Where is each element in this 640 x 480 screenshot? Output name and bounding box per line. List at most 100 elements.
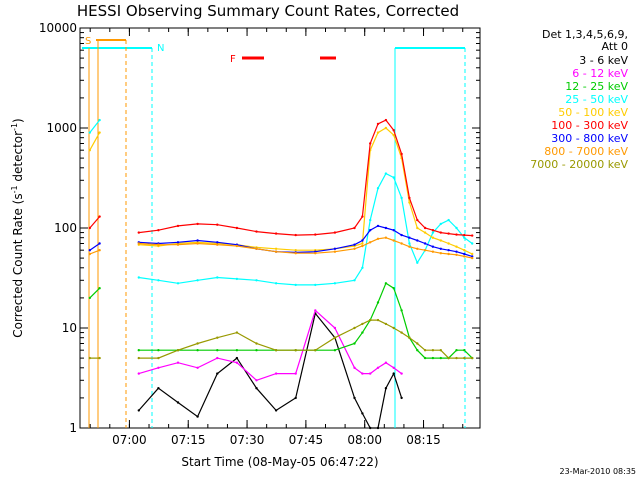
data-point <box>255 230 258 233</box>
data-point <box>88 226 92 230</box>
data-point <box>361 239 364 242</box>
data-point <box>353 279 356 282</box>
data-point <box>235 349 239 352</box>
x-tick-label: 07:00 <box>112 433 147 447</box>
data-point <box>463 233 466 237</box>
data-point <box>235 277 239 281</box>
data-point <box>176 401 180 404</box>
data-point <box>255 342 258 345</box>
data-point <box>88 131 92 134</box>
data-point <box>176 243 180 246</box>
data-point <box>294 233 297 237</box>
data-point <box>137 276 140 279</box>
data-point <box>196 349 199 352</box>
data-point <box>294 372 297 375</box>
data-point <box>400 331 403 334</box>
x-tick-label: 07:30 <box>230 433 265 447</box>
data-point <box>361 215 364 218</box>
data-point <box>314 309 317 312</box>
data-point <box>235 361 239 364</box>
data-point <box>471 255 474 258</box>
data-point <box>235 356 239 360</box>
data-point <box>376 122 380 126</box>
data-point <box>369 142 372 145</box>
data-point <box>463 255 466 258</box>
legend-entry: 7000 - 20000 keV <box>530 158 628 171</box>
x-tick-label: 08:00 <box>347 433 382 447</box>
data-point <box>137 372 140 375</box>
data-point <box>176 349 180 352</box>
data-point <box>196 239 199 242</box>
data-point <box>137 349 140 352</box>
data-point <box>392 372 395 375</box>
data-point <box>400 233 403 237</box>
data-point <box>176 241 180 244</box>
data-point <box>447 356 450 360</box>
data-point <box>255 379 258 382</box>
data-point <box>400 242 403 245</box>
plot-border <box>79 27 481 429</box>
series-800-7000kev <box>88 236 474 260</box>
data-point <box>384 118 388 122</box>
data-point <box>400 309 403 312</box>
data-point <box>439 247 442 250</box>
data-point <box>157 349 160 352</box>
data-point <box>431 250 435 253</box>
data-point <box>176 361 180 364</box>
legend-entry: 300 - 800 keV <box>551 132 628 145</box>
data-point <box>455 253 458 256</box>
data-point <box>157 366 160 369</box>
data-point <box>216 223 219 226</box>
data-point <box>137 356 140 360</box>
data-point <box>353 396 356 400</box>
data-point <box>392 133 395 137</box>
data-point <box>471 252 474 256</box>
data-point <box>408 245 411 248</box>
data-point <box>376 224 380 228</box>
data-point <box>157 387 160 390</box>
data-point <box>88 356 92 360</box>
series-line <box>89 127 473 255</box>
data-point <box>416 342 419 345</box>
data-point <box>353 243 356 246</box>
data-point <box>88 149 92 152</box>
data-point <box>98 249 101 252</box>
data-point <box>416 261 419 264</box>
series-layer <box>88 118 474 430</box>
data-point <box>196 222 199 226</box>
data-point <box>274 409 278 412</box>
data-point <box>447 249 450 252</box>
data-point <box>416 239 419 242</box>
data-point <box>423 349 427 352</box>
data-point <box>353 326 356 330</box>
series-line <box>89 282 473 359</box>
data-point <box>369 229 372 232</box>
series-3-6kev <box>137 312 403 430</box>
data-point <box>423 226 427 230</box>
data-point <box>314 233 317 236</box>
data-point <box>455 233 458 236</box>
data-point <box>294 396 297 400</box>
data-point <box>157 279 160 282</box>
series-line <box>138 309 402 381</box>
data-point <box>455 349 458 352</box>
data-point <box>361 412 364 415</box>
y-tick-label: 100 <box>54 221 77 235</box>
data-point <box>408 336 411 339</box>
data-point <box>98 287 101 290</box>
data-point <box>439 239 442 242</box>
legend-entry: 800 - 7000 keV <box>544 145 628 158</box>
data-point <box>88 249 92 252</box>
data-point <box>137 409 140 412</box>
data-point <box>98 356 101 360</box>
data-point <box>463 236 466 239</box>
data-point <box>431 356 435 360</box>
data-point <box>216 276 219 279</box>
data-point <box>361 244 364 248</box>
data-point <box>439 222 442 226</box>
y-tick-label: 1000 <box>46 121 77 135</box>
data-point <box>423 249 427 252</box>
data-point <box>255 279 258 282</box>
data-point <box>216 349 219 352</box>
s-label: S <box>85 36 91 47</box>
